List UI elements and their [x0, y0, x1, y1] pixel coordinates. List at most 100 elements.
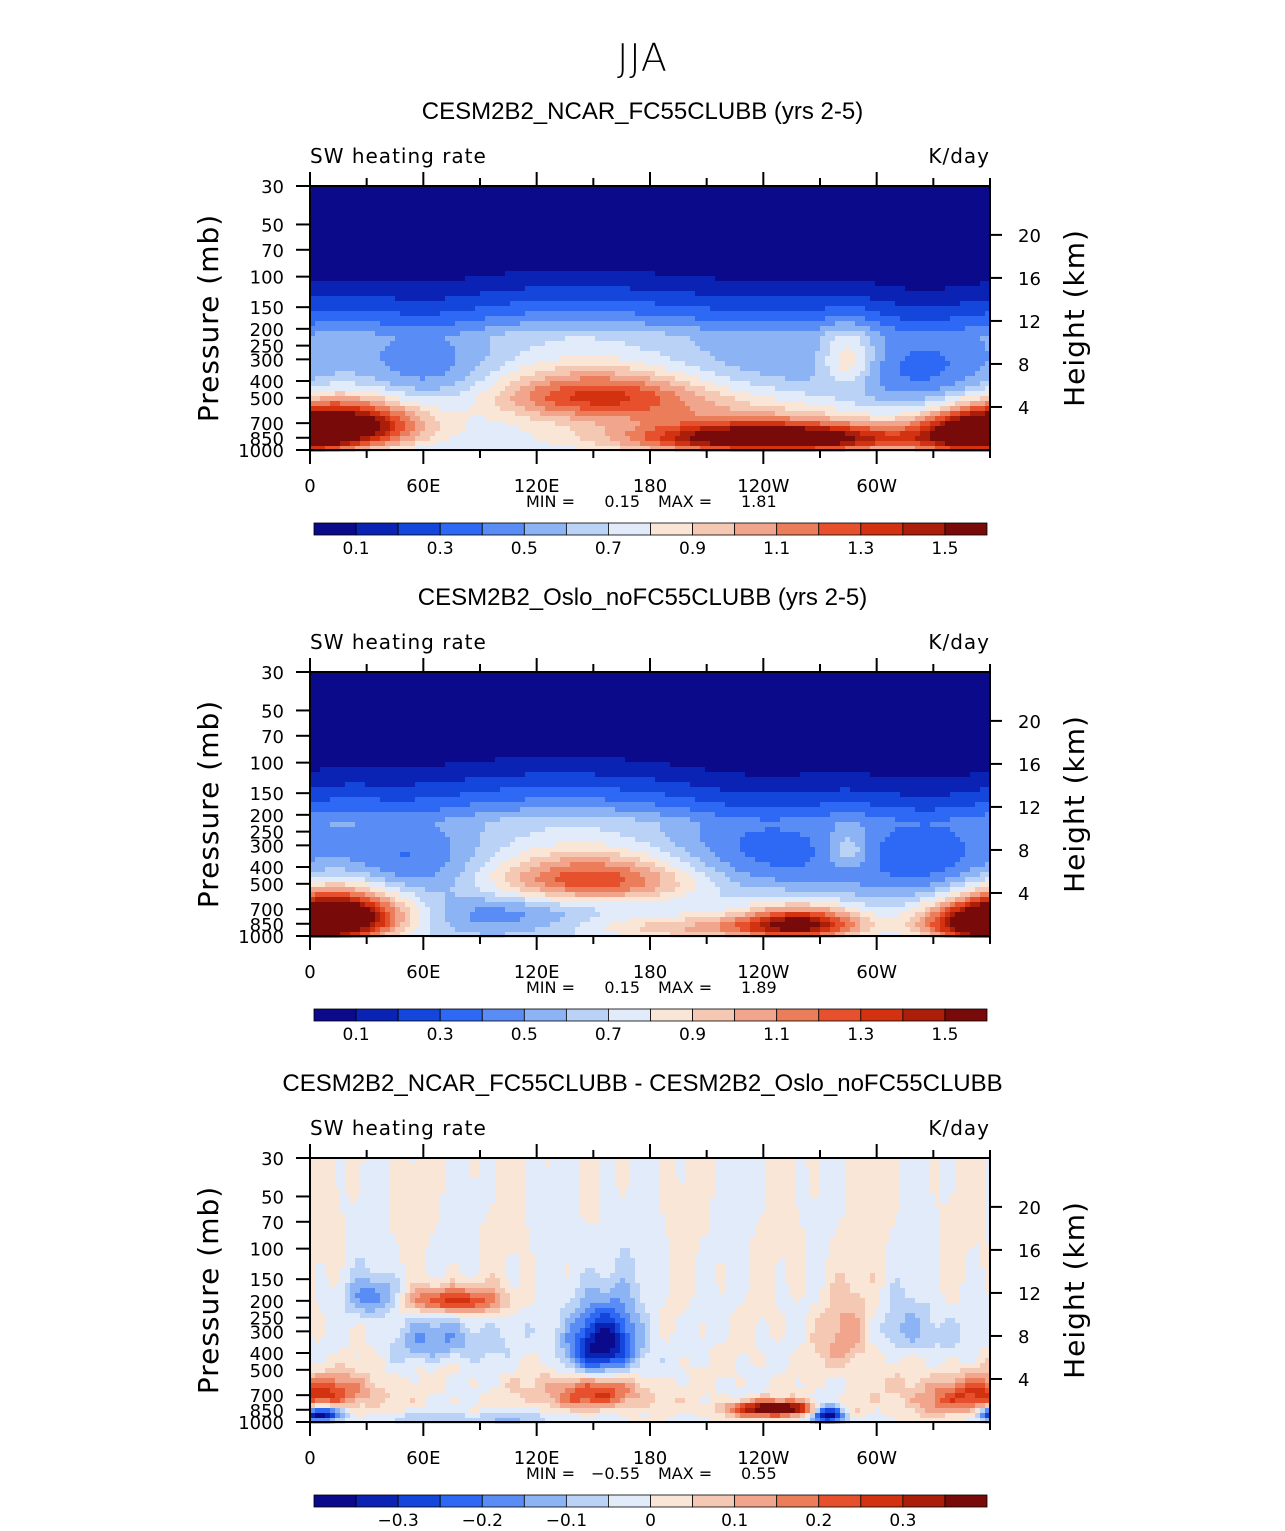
field-cell	[910, 216, 916, 222]
field-cell	[710, 256, 716, 262]
field-cell	[330, 211, 336, 217]
field-cell	[765, 256, 771, 262]
field-cell	[505, 281, 511, 287]
field-cell	[900, 221, 906, 227]
field-cell	[810, 341, 816, 347]
field-cell	[375, 356, 381, 362]
field-cell	[360, 251, 366, 257]
field-cell	[440, 186, 446, 192]
field-cell	[815, 306, 821, 312]
field-cell	[640, 346, 646, 352]
field-cell	[625, 281, 631, 287]
field-cell	[980, 206, 986, 212]
field-cell	[595, 186, 601, 192]
field-cell	[335, 251, 341, 257]
field-cell	[600, 301, 606, 307]
field-cell	[890, 276, 896, 282]
field-cell	[635, 226, 641, 232]
field-cell	[490, 331, 496, 337]
field-cell	[755, 271, 761, 277]
field-cell	[600, 226, 606, 232]
field-cell	[795, 191, 801, 197]
field-cell	[455, 356, 461, 362]
field-cell	[840, 191, 846, 197]
field-cell	[445, 261, 451, 267]
field-cell	[690, 326, 696, 332]
field-cell	[330, 346, 336, 352]
field-cell	[525, 201, 531, 207]
field-cell	[445, 191, 451, 197]
field-cell	[325, 346, 331, 352]
field-cell	[835, 306, 841, 312]
field-cell	[815, 201, 821, 207]
field-cell	[805, 251, 811, 257]
field-cell	[650, 331, 656, 337]
field-cell	[970, 191, 976, 197]
field-cell	[750, 231, 756, 237]
field-cell	[985, 316, 991, 322]
field-cell	[955, 306, 961, 312]
field-cell	[785, 291, 791, 297]
field-cell	[790, 356, 796, 362]
field-cell	[385, 236, 391, 242]
field-cell	[550, 311, 556, 317]
field-cell	[595, 251, 601, 257]
field-cell	[520, 311, 526, 317]
field-cell	[535, 261, 541, 267]
field-cell	[585, 186, 591, 192]
field-cell	[730, 236, 736, 242]
field-cell	[830, 196, 836, 202]
field-cell	[940, 211, 946, 217]
field-cell	[515, 241, 521, 247]
field-cell	[775, 316, 781, 322]
field-cell	[450, 326, 456, 332]
field-cell	[425, 311, 431, 317]
field-cell	[640, 286, 646, 292]
field-cell	[805, 296, 811, 302]
field-cell	[785, 326, 791, 332]
field-cell	[830, 306, 836, 312]
field-cell	[710, 226, 716, 232]
field-cell	[515, 321, 521, 327]
field-cell	[445, 326, 451, 332]
field-cell	[535, 356, 541, 362]
field-cell	[615, 206, 621, 212]
field-cell	[915, 341, 921, 347]
field-cell	[895, 241, 901, 247]
field-cell	[565, 286, 571, 292]
field-cell	[820, 251, 826, 257]
field-cell	[485, 246, 491, 252]
field-cell	[600, 341, 606, 347]
field-cell	[315, 201, 321, 207]
field-cell	[425, 216, 431, 222]
field-cell	[510, 351, 516, 357]
field-cell	[450, 221, 456, 227]
field-cell	[445, 196, 451, 202]
field-cell	[980, 186, 986, 192]
field-cell	[750, 266, 756, 272]
field-cell	[860, 256, 866, 262]
field-cell	[915, 276, 921, 282]
field-cell	[325, 261, 331, 267]
field-cell	[965, 311, 971, 317]
field-cell	[700, 276, 706, 282]
field-cell	[685, 226, 691, 232]
field-cell	[515, 281, 521, 287]
field-cell	[610, 316, 616, 322]
field-cell	[745, 281, 751, 287]
field-cell	[910, 246, 916, 252]
field-cell	[820, 226, 826, 232]
field-cell	[400, 366, 406, 372]
field-cell	[720, 361, 726, 367]
field-cell	[360, 221, 366, 227]
field-cell	[320, 316, 326, 322]
field-cell	[605, 256, 611, 262]
field-cell	[570, 226, 576, 232]
field-cell	[450, 336, 456, 342]
field-cell	[320, 211, 326, 217]
field-cell	[375, 271, 381, 277]
field-cell	[640, 301, 646, 307]
field-cell	[820, 321, 826, 327]
field-cell	[645, 331, 651, 337]
field-cell	[765, 331, 771, 337]
